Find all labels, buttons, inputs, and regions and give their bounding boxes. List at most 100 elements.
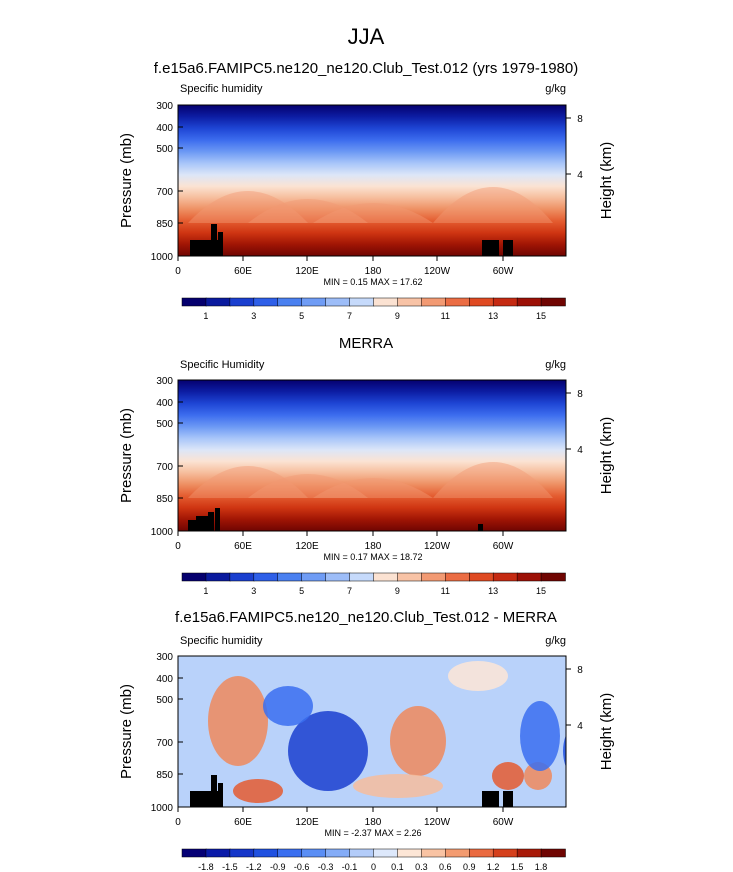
colorbar-label: -1.8 xyxy=(198,862,214,872)
colorbar-swatch xyxy=(181,848,207,858)
colorbar-swatch xyxy=(325,848,351,858)
topography-mask xyxy=(211,775,217,807)
colorbar-swatch xyxy=(373,297,399,307)
x-tick-label: 120E xyxy=(295,541,319,552)
plot-frame xyxy=(177,104,567,257)
y-tick-label: 1000 xyxy=(151,252,174,263)
plot-frame xyxy=(177,655,567,808)
chart-title: f.e15a6.FAMIPC5.ne120_ne120.Club_Test.01… xyxy=(175,609,557,626)
colorbar-swatch xyxy=(469,848,494,858)
colorbar-label: 13 xyxy=(488,311,498,321)
colorbar-label: -1.2 xyxy=(246,862,262,872)
x-tick-label: 120E xyxy=(295,817,319,828)
colorbar-label: 3 xyxy=(251,586,256,596)
plot-frame xyxy=(177,379,567,532)
y2-tick-label: 8 xyxy=(577,114,583,125)
colorbar-label: 1 xyxy=(203,586,208,596)
colorbar-label: 11 xyxy=(441,586,450,596)
colorbar-swatch xyxy=(229,297,255,307)
colorbar-swatch xyxy=(301,297,327,307)
colorbar-swatch xyxy=(205,848,231,858)
colorbar-swatch xyxy=(349,572,375,582)
colorbar-swatch xyxy=(253,572,279,582)
colorbar-swatch xyxy=(349,848,375,858)
colorbar-swatch xyxy=(277,848,303,858)
colorbar-swatch xyxy=(492,297,518,307)
y-tick-label: 500 xyxy=(156,695,173,706)
x-tick-label: 0 xyxy=(175,817,181,828)
colorbar-swatch xyxy=(445,572,470,582)
colorbar-label: 15 xyxy=(536,311,546,321)
variable-label: Specific humidity xyxy=(180,635,263,647)
colorbar-swatch xyxy=(469,572,494,582)
x-tick-label: 60W xyxy=(493,541,514,552)
colorbar-swatch xyxy=(277,572,303,582)
y2-tick-label: 4 xyxy=(577,721,583,732)
colorbar-swatch xyxy=(540,572,566,582)
y2-axis-label: Height (km) xyxy=(598,142,615,220)
colorbar-swatch xyxy=(349,297,375,307)
colorbar-swatch xyxy=(421,848,447,858)
y-tick-label: 1000 xyxy=(151,803,174,814)
colorbar-swatch xyxy=(397,572,423,582)
colorbar-swatch xyxy=(253,297,279,307)
y-axis-label: Pressure (mb) xyxy=(118,133,135,228)
difference-contour xyxy=(288,711,368,791)
x-tick-label: 0 xyxy=(175,541,181,552)
x-tick-label: 60W xyxy=(493,266,514,277)
colorbar-swatch xyxy=(469,297,494,307)
y-tick-label: 850 xyxy=(156,494,173,505)
y2-tick-label: 8 xyxy=(577,665,583,676)
colorbar-label: 1.8 xyxy=(535,862,548,872)
colorbar-swatch xyxy=(516,297,542,307)
moisture-contour xyxy=(313,478,433,498)
colorbar-label: 0.3 xyxy=(415,862,428,872)
difference-contour xyxy=(353,774,443,798)
y-tick-label: 850 xyxy=(156,219,173,230)
page-title: JJA xyxy=(348,24,385,49)
difference-contour xyxy=(520,701,560,771)
y-tick-label: 1000 xyxy=(151,527,174,538)
x-tick-label: 120W xyxy=(424,266,451,277)
colorbar-label: 0.6 xyxy=(439,862,452,872)
topography-mask xyxy=(218,783,223,807)
chart-panel-3: f.e15a6.FAMIPC5.ne120_ne120.Club_Test.01… xyxy=(118,609,615,872)
topography-mask xyxy=(215,508,220,531)
y-tick-label: 500 xyxy=(156,144,173,155)
y-tick-label: 300 xyxy=(156,101,173,112)
topography-mask xyxy=(482,791,499,807)
moisture-contour xyxy=(248,474,368,498)
colorbar-label: 13 xyxy=(488,586,498,596)
colorbar-label: 7 xyxy=(347,586,352,596)
moisture-contour xyxy=(248,199,368,223)
colorbar-swatch xyxy=(325,297,351,307)
x-tick-label: 0 xyxy=(175,266,181,277)
colorbar-swatch xyxy=(301,848,327,858)
colorbar-label: 9 xyxy=(395,586,400,596)
x-tick-label: 120W xyxy=(424,541,451,552)
colorbar-swatch xyxy=(229,572,255,582)
y-tick-label: 700 xyxy=(156,187,173,198)
colorbar-swatch xyxy=(492,572,518,582)
colorbar-swatch xyxy=(397,848,423,858)
colorbar-swatch xyxy=(540,848,566,858)
topography-mask xyxy=(503,240,513,256)
colorbar-label: 7 xyxy=(347,311,352,321)
colorbar-label: 1.5 xyxy=(511,862,524,872)
moisture-contour xyxy=(433,462,553,498)
topography-mask xyxy=(218,232,223,256)
difference-contour xyxy=(390,706,446,776)
difference-contour xyxy=(208,676,268,766)
colorbar-swatch xyxy=(373,848,399,858)
y2-tick-label: 8 xyxy=(577,389,583,400)
x-tick-label: 60E xyxy=(234,266,252,277)
colorbar-label: 3 xyxy=(251,311,256,321)
colorbar-swatch xyxy=(445,297,470,307)
min-max-stats: MIN = 0.17 MAX = 18.72 xyxy=(323,552,422,562)
y2-tick-label: 4 xyxy=(577,445,583,456)
x-tick-label: 180 xyxy=(365,541,382,552)
colorbar-swatch xyxy=(301,572,327,582)
topography-mask xyxy=(503,791,513,807)
